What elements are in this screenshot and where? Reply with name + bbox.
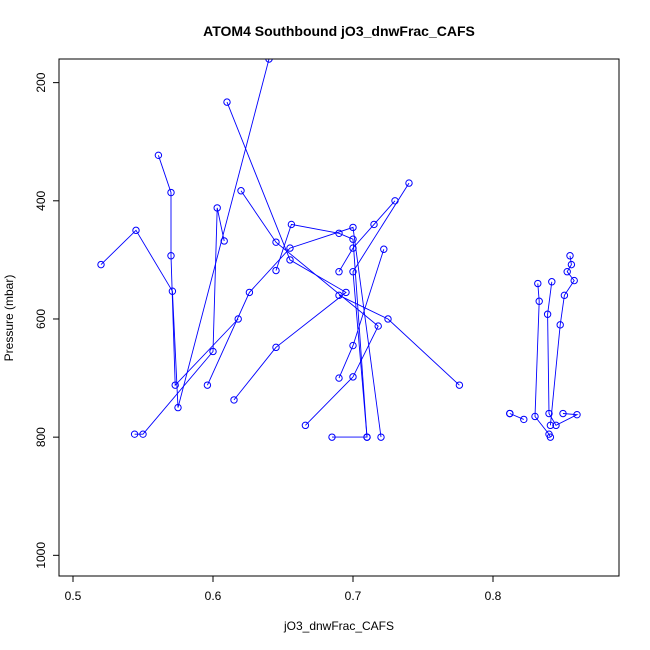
data-point: [349, 223, 357, 232]
data-point: [548, 278, 556, 286]
y-tick-label: 200: [34, 72, 48, 92]
series-line-5: [240, 190, 379, 426]
data-point: [174, 403, 182, 412]
x-axis-label: jO3_dnwFrac_CAFS: [283, 619, 394, 633]
x-tick-label: 0.5: [65, 589, 82, 603]
data-point: [566, 252, 574, 260]
data-point: [272, 266, 280, 275]
series-line-15: [509, 413, 524, 420]
data-point: [370, 220, 378, 229]
data-point: [543, 310, 552, 318]
chart-title: ATOM4 Southbound jO3_dnwFrac_CAFS: [203, 23, 475, 39]
data-point: [349, 235, 357, 243]
series-line-7: [275, 223, 368, 438]
series-line-12: [534, 283, 551, 438]
y-axis: 200 400 600 800 1000: [34, 72, 60, 569]
data-point: [97, 260, 105, 269]
data-point: [563, 268, 571, 276]
data-point: [349, 244, 357, 252]
series-line-6: [206, 226, 382, 438]
data-point: [167, 252, 175, 260]
data-point: [223, 98, 231, 106]
x-tick-label: 0.7: [345, 589, 362, 603]
series-line-10: [338, 249, 385, 379]
series-line-3: [134, 207, 225, 435]
data-point: [272, 343, 280, 352]
data-point: [552, 421, 560, 430]
data-point: [349, 341, 357, 350]
data-point: [265, 59, 273, 63]
series-group: [97, 59, 581, 441]
data-point: [213, 204, 221, 212]
data-point: [349, 268, 357, 276]
data-point: [245, 288, 254, 297]
data-point: [363, 433, 371, 441]
y-tick-label: 1000: [34, 542, 48, 569]
data-point: [286, 244, 294, 252]
series-line-11: [338, 294, 460, 386]
data-point: [546, 433, 555, 441]
data-point: [567, 260, 576, 269]
data-point: [130, 430, 139, 438]
data-point: [287, 220, 296, 229]
series-line-1: [100, 59, 270, 408]
data-point: [335, 374, 343, 382]
plot-frame: [58, 58, 620, 577]
data-point: [328, 433, 336, 441]
x-tick-label: 0.6: [205, 589, 222, 603]
data-point: [209, 347, 217, 356]
y-tick-label: 400: [34, 190, 48, 210]
data-point: [384, 315, 392, 323]
data-point: [506, 409, 514, 418]
data-point: [335, 229, 343, 238]
data-point: [237, 187, 245, 195]
data-point: [171, 381, 179, 389]
data-point: [546, 421, 555, 430]
data-point: [167, 188, 175, 197]
data-point: [545, 409, 553, 418]
y-tick-label: 600: [34, 309, 48, 329]
data-point: [139, 430, 147, 438]
data-point: [391, 197, 399, 205]
series-line-9: [338, 200, 396, 272]
data-point: [335, 291, 343, 300]
series-line-8: [332, 182, 410, 438]
data-point: [272, 238, 280, 246]
data-point: [154, 151, 163, 160]
data-point: [570, 276, 578, 285]
data-point: [377, 433, 385, 441]
data-point: [534, 279, 542, 288]
y-tick-label: 800: [34, 427, 48, 447]
data-point: [234, 315, 242, 323]
series-line-13: [549, 255, 575, 426]
data-point: [455, 381, 464, 389]
data-point: [380, 245, 388, 253]
data-point: [560, 291, 569, 300]
data-point: [573, 410, 581, 419]
data-point: [349, 373, 357, 381]
data-point: [535, 297, 543, 305]
data-point: [520, 415, 528, 424]
data-point: [203, 381, 212, 389]
y-axis-label: Pressure (mbar): [2, 275, 16, 362]
x-axis: 0.5 0.6 0.7 0.8: [65, 575, 502, 603]
data-point: [230, 396, 238, 404]
data-point: [286, 256, 294, 264]
data-point: [301, 421, 310, 430]
data-point: [405, 179, 413, 187]
data-point: [220, 237, 228, 245]
data-point: [132, 226, 140, 235]
series-line-14: [547, 281, 579, 426]
data-point: [335, 268, 343, 276]
series-line-4: [226, 101, 347, 401]
data-point: [374, 322, 382, 330]
data-point: [559, 409, 567, 418]
data-point: [531, 412, 539, 421]
series-line-2: [157, 155, 239, 387]
plot-area: [97, 59, 581, 441]
data-point: [342, 288, 350, 297]
x-tick-label: 0.8: [485, 589, 502, 603]
data-point: [556, 321, 564, 329]
